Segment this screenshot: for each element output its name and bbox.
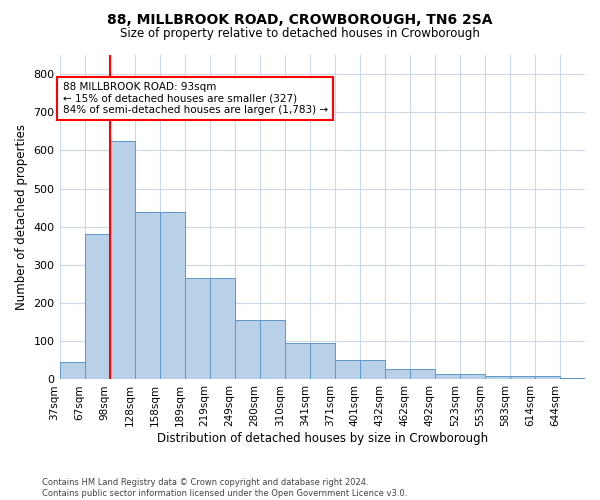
Bar <box>510 376 535 380</box>
Bar <box>535 376 560 380</box>
Text: Size of property relative to detached houses in Crowborough: Size of property relative to detached ho… <box>120 28 480 40</box>
Text: 88, MILLBROOK ROAD, CROWBOROUGH, TN6 2SA: 88, MILLBROOK ROAD, CROWBOROUGH, TN6 2SA <box>107 12 493 26</box>
Bar <box>360 360 385 380</box>
Bar <box>560 378 585 380</box>
Bar <box>435 374 460 380</box>
X-axis label: Distribution of detached houses by size in Crowborough: Distribution of detached houses by size … <box>157 432 488 445</box>
Bar <box>59 362 85 380</box>
Text: 88 MILLBROOK ROAD: 93sqm
← 15% of detached houses are smaller (327)
84% of semi-: 88 MILLBROOK ROAD: 93sqm ← 15% of detach… <box>62 82 328 115</box>
Bar <box>260 320 285 380</box>
Bar <box>110 141 134 380</box>
Bar <box>335 360 360 380</box>
Bar <box>285 343 310 380</box>
Bar <box>410 369 435 380</box>
Y-axis label: Number of detached properties: Number of detached properties <box>15 124 28 310</box>
Bar <box>85 234 110 380</box>
Bar <box>460 374 485 380</box>
Bar <box>235 320 260 380</box>
Bar <box>134 212 160 380</box>
Bar <box>160 212 185 380</box>
Bar <box>485 376 510 380</box>
Text: Contains HM Land Registry data © Crown copyright and database right 2024.
Contai: Contains HM Land Registry data © Crown c… <box>42 478 407 498</box>
Bar <box>209 278 235 380</box>
Bar <box>185 278 209 380</box>
Bar <box>310 343 335 380</box>
Bar <box>385 369 410 380</box>
